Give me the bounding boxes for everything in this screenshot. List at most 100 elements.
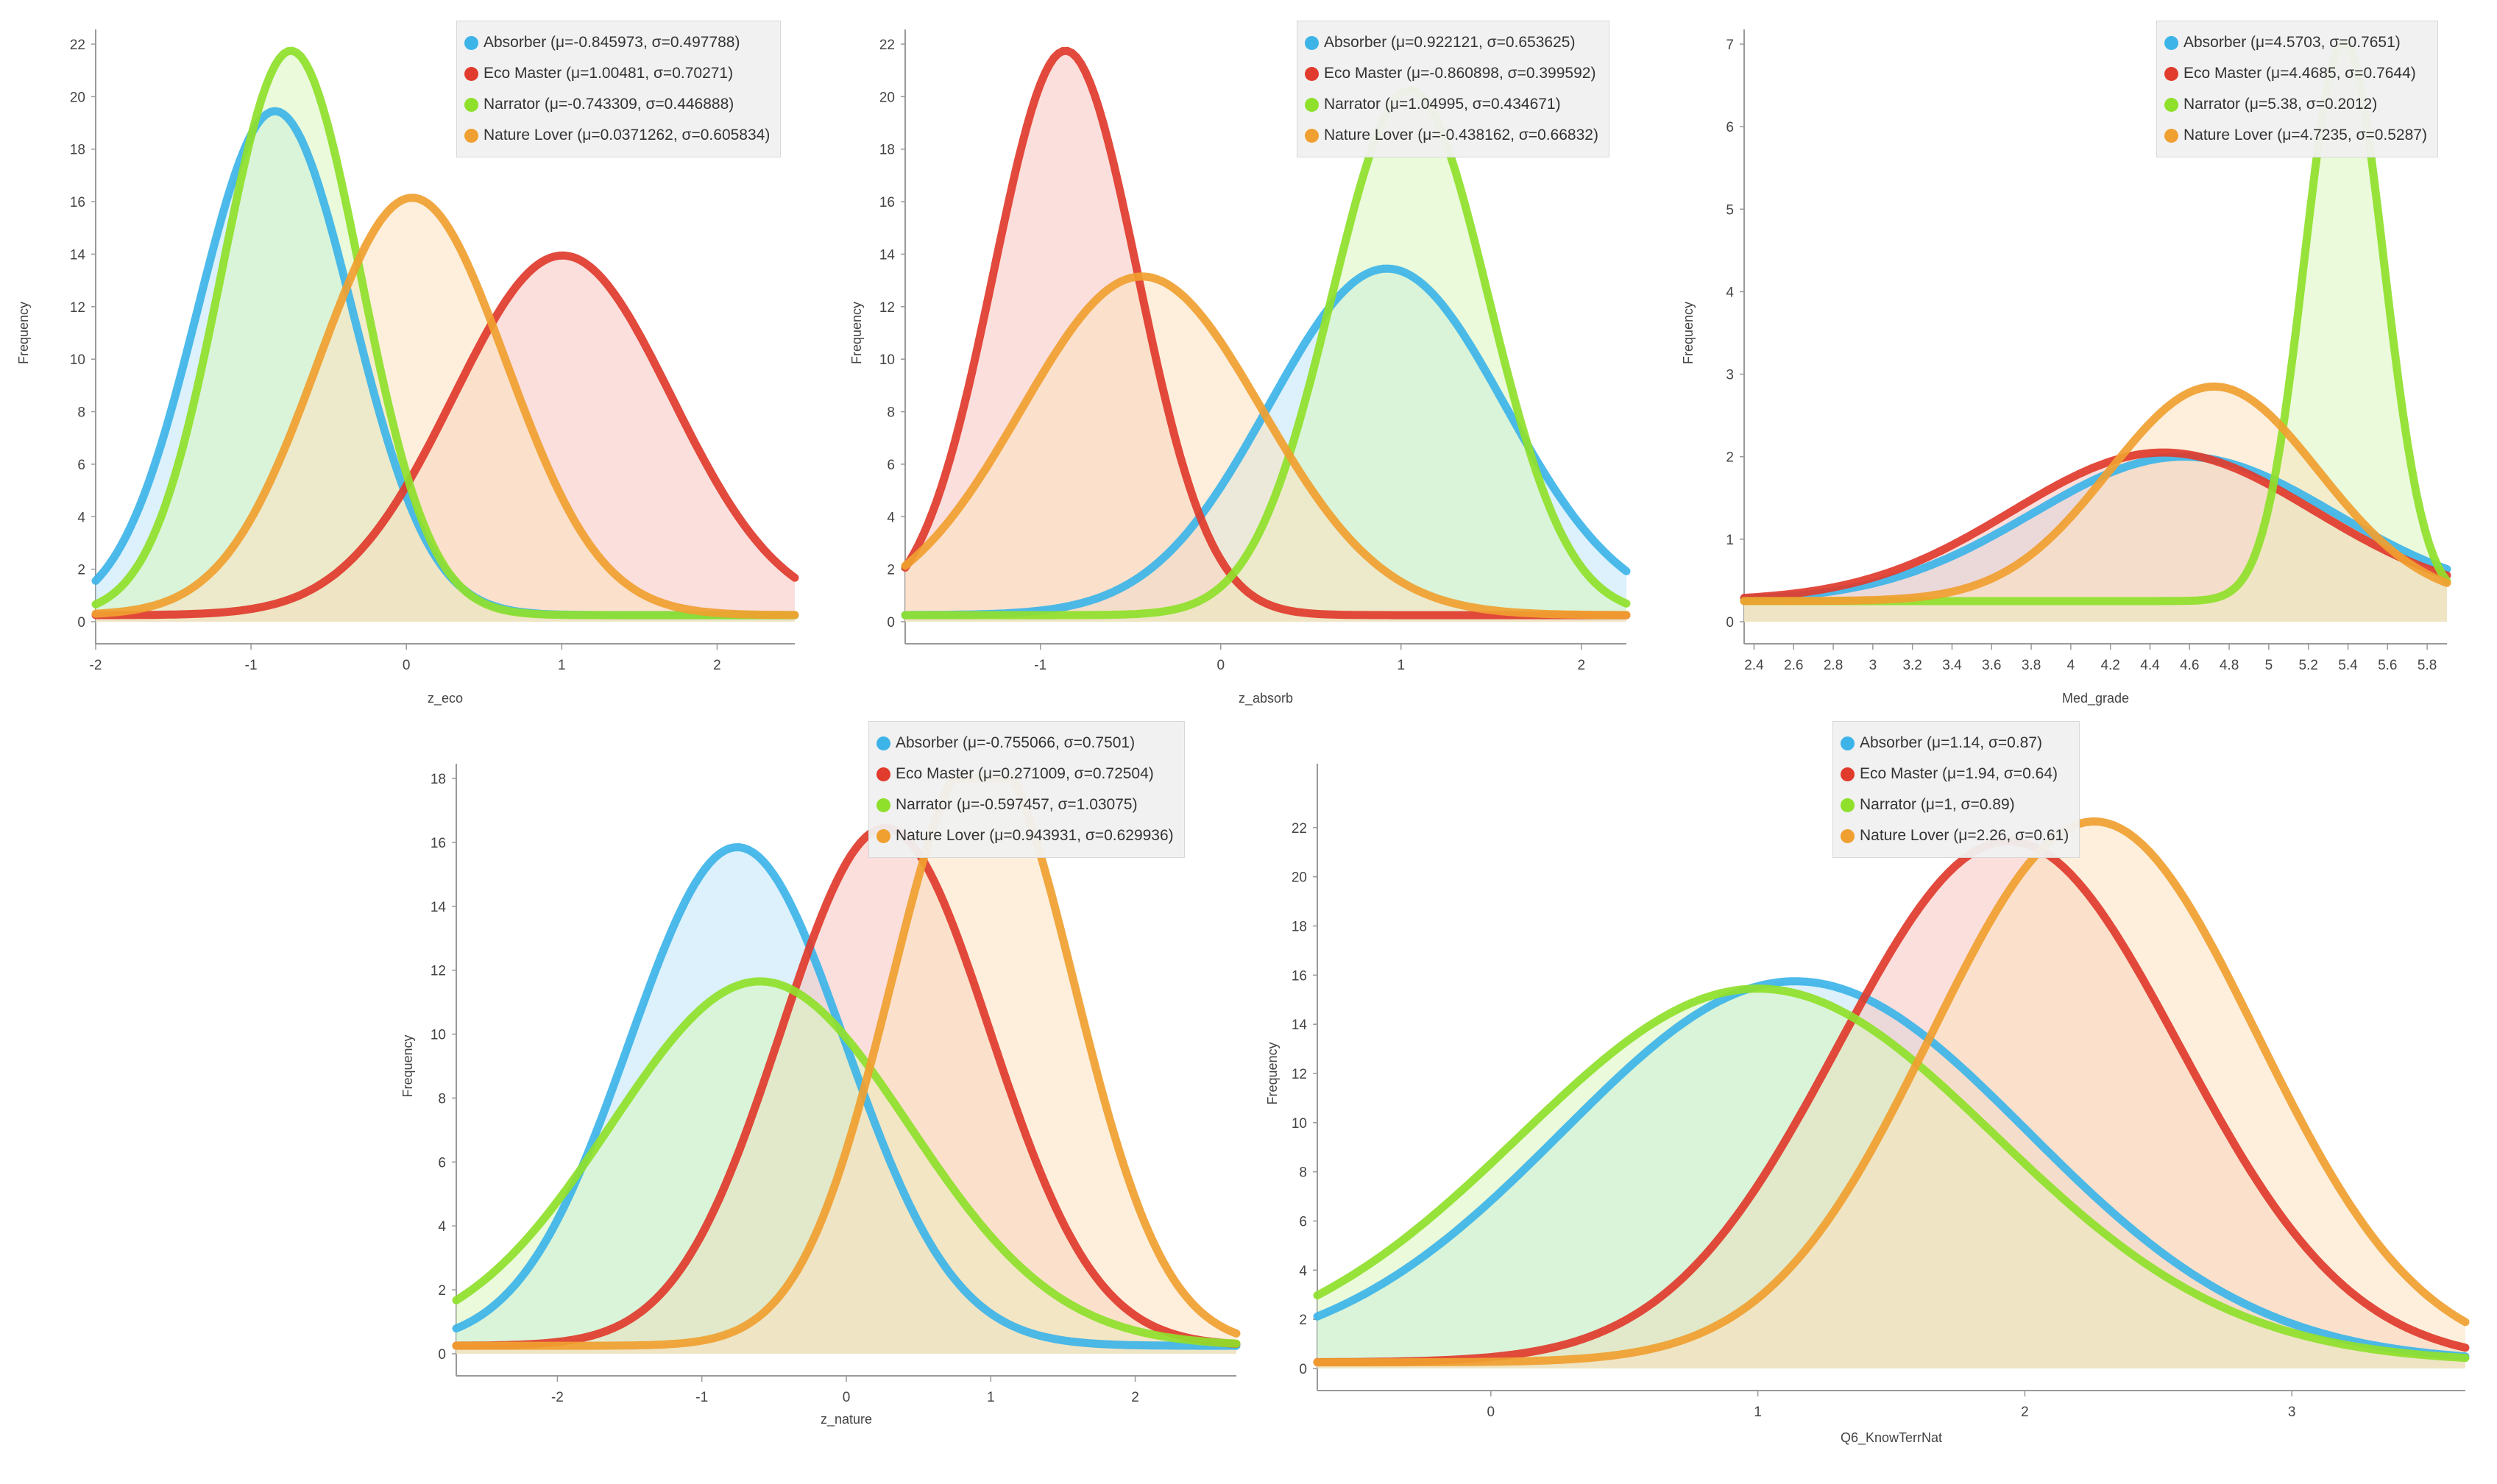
legend-item-eco-master: Eco Master (μ=0.271009, σ=0.72504) bbox=[876, 759, 1174, 789]
y-tick-label: 18 bbox=[1292, 920, 1307, 935]
series-line-narrator bbox=[901, 85, 1631, 619]
y-tick-label: 14 bbox=[431, 900, 447, 915]
chart-legend: Absorber (μ=-0.845973, σ=0.497788) Eco M… bbox=[456, 21, 782, 157]
x-tick-label: 4 bbox=[2067, 658, 2075, 673]
legend-label: Narrator (μ=-0.597457, σ=1.03075) bbox=[896, 796, 1138, 813]
x-tick-label: 3.2 bbox=[1902, 658, 1922, 673]
y-tick-label: 2 bbox=[887, 563, 895, 578]
legend-item-nature-lover: Nature Lover (μ=0.943931, σ=0.629936) bbox=[876, 820, 1174, 851]
x-tick-label: 4.8 bbox=[2220, 658, 2239, 673]
legend-item-narrator: Narrator (μ=1, σ=0.89) bbox=[1841, 789, 2069, 820]
y-axis-label: Frequency bbox=[1681, 302, 1696, 364]
x-tick-label: 5.8 bbox=[2418, 658, 2437, 673]
chart-panel-z-nature: 0 2 4 6 8 10 12 14 16 18 -2 -1 0 1 2 z_nature Frequency … bbox=[383, 706, 1258, 1484]
y-tick-label: 8 bbox=[1299, 1165, 1307, 1181]
y-tick-label: 1 bbox=[1726, 533, 1734, 548]
legend-label: Absorber (μ=-0.755066, σ=0.7501) bbox=[896, 734, 1136, 751]
y-tick-label: 22 bbox=[1292, 821, 1307, 837]
x-axis-label: Q6_KnowTerrNat bbox=[1841, 1430, 1942, 1446]
series-line-nature-lover bbox=[1740, 382, 2451, 606]
y-tick-label: 16 bbox=[70, 195, 85, 210]
y-tick-label: 18 bbox=[879, 143, 895, 158]
y-tick-label: 12 bbox=[879, 300, 895, 316]
legend-label: Narrator (μ=1, σ=0.89) bbox=[1860, 796, 2015, 813]
legend-item-absorber: Absorber (μ=-0.845973, σ=0.497788) bbox=[464, 27, 770, 58]
legend-label: Narrator (μ=5.38, σ=0.2012) bbox=[2183, 96, 2378, 113]
x-tick-label: 3.8 bbox=[2022, 658, 2041, 673]
y-tick-label: 8 bbox=[438, 1091, 446, 1107]
x-tick-label: 2.4 bbox=[1744, 658, 1764, 673]
y-tick-label: 4 bbox=[1726, 285, 1734, 300]
area-fill-nature-lover bbox=[905, 276, 1626, 622]
x-tick-label: -1 bbox=[1034, 658, 1046, 673]
x-tick-label: 1 bbox=[1397, 658, 1405, 673]
x-tick-label: -2 bbox=[551, 1390, 564, 1405]
y-tick-label: 3 bbox=[1726, 368, 1734, 383]
legend-swatch-narrator bbox=[1305, 97, 1319, 112]
series-line-eco-master bbox=[452, 823, 1241, 1350]
legend-swatch-absorber bbox=[2164, 35, 2178, 50]
legend-swatch-absorber bbox=[1305, 35, 1319, 50]
x-tick-label: 3 bbox=[1869, 658, 1877, 673]
legend-item-narrator: Narrator (μ=5.38, σ=0.2012) bbox=[2164, 89, 2427, 120]
x-tick-label: -1 bbox=[245, 658, 258, 673]
legend-label: Absorber (μ=-0.845973, σ=0.497788) bbox=[484, 34, 740, 51]
x-tick-label: 5.4 bbox=[2338, 658, 2358, 673]
y-tick-label: 6 bbox=[1726, 120, 1734, 135]
chart-panel-z-absorb: 0 2 4 6 8 10 12 14 16 18 20 22 -1 0 1 2 z_absorb Frequenc… bbox=[832, 0, 1671, 728]
legend-item-absorber: Absorber (μ=-0.755066, σ=0.7501) bbox=[876, 728, 1174, 759]
y-tick-label: 14 bbox=[879, 247, 896, 263]
legend-swatch-nature-lover bbox=[1305, 128, 1319, 143]
chart-legend: Absorber (μ=1.14, σ=0.87) Eco Master (μ=… bbox=[1832, 721, 2080, 858]
area-fill-nature-lover bbox=[456, 778, 1236, 1354]
x-tick-label: 5 bbox=[2265, 658, 2273, 673]
y-tick-label: 12 bbox=[431, 964, 446, 979]
y-tick-label: 20 bbox=[879, 90, 895, 105]
y-tick-label: 20 bbox=[1292, 870, 1307, 886]
y-tick-label: 7 bbox=[1726, 38, 1734, 53]
legend-item-nature-lover: Nature Lover (μ=4.7235, σ=0.5287) bbox=[2164, 120, 2427, 151]
y-tick-label: 12 bbox=[70, 300, 85, 316]
legend-label: Eco Master (μ=1.00481, σ=0.70271) bbox=[484, 65, 734, 82]
chart-panel-q6-knowterrnat: 0 2 4 6 8 10 12 14 16 18 20 22 0 1 2 3 Q6_KnowTerrNat Fre… bbox=[1258, 706, 2497, 1484]
y-tick-label: 10 bbox=[70, 352, 85, 368]
x-tick-label: 2 bbox=[713, 658, 721, 673]
y-tick-label: 0 bbox=[887, 615, 895, 631]
legend-label: Narrator (μ=-0.743309, σ=0.446888) bbox=[484, 96, 734, 113]
y-axis-label: Frequency bbox=[849, 302, 864, 364]
series-line-nature-lover bbox=[901, 272, 1631, 619]
y-tick-label: 0 bbox=[1726, 615, 1734, 631]
y-tick-label: 4 bbox=[438, 1219, 446, 1235]
chart-panel-med-grade: 0 1 2 3 4 5 6 7 2.4 2.6 2.8 3 3.2 3.4 3.6 3.8 4 4.2 4.4 4.6… bbox=[1671, 0, 2497, 728]
y-tick-label: 6 bbox=[77, 458, 85, 473]
x-tick-label: 3.4 bbox=[1942, 658, 1962, 673]
legend-item-eco-master: Eco Master (μ=1.94, σ=0.64) bbox=[1841, 759, 2069, 789]
legend-item-eco-master: Eco Master (μ=1.00481, σ=0.70271) bbox=[464, 58, 770, 89]
series-line-nature-lover bbox=[91, 194, 799, 619]
legend-item-eco-master: Eco Master (μ=4.4685, σ=0.7644) bbox=[2164, 58, 2427, 89]
chart-panel-z-eco: 0 2 4 6 8 10 12 14 16 18 20 22 -2 -1 0 1 2 z_eco Frequency… bbox=[0, 0, 832, 728]
x-tick-label: 2.6 bbox=[1784, 658, 1803, 673]
legend-item-eco-master: Eco Master (μ=-0.860898, σ=0.399592) bbox=[1305, 58, 1598, 89]
legend-swatch-narrator bbox=[876, 798, 890, 812]
y-tick-label: 8 bbox=[887, 405, 895, 421]
y-tick-label: 0 bbox=[1299, 1362, 1307, 1377]
x-axis-label: z_nature bbox=[821, 1412, 872, 1427]
legend-item-narrator: Narrator (μ=-0.597457, σ=1.03075) bbox=[876, 789, 1174, 820]
y-tick-label: 5 bbox=[1726, 202, 1734, 218]
chart-legend: Absorber (μ=4.5703, σ=0.7651) Eco Master… bbox=[2156, 21, 2438, 157]
legend-item-narrator: Narrator (μ=-0.743309, σ=0.446888) bbox=[464, 89, 770, 120]
chart-legend: Absorber (μ=0.922121, σ=0.653625) Eco Ma… bbox=[1297, 21, 1609, 157]
y-tick-label: 8 bbox=[77, 405, 85, 421]
series-line-eco-master bbox=[91, 251, 799, 619]
legend-swatch-narrator bbox=[2164, 97, 2178, 112]
area-fill-narrator bbox=[905, 90, 1626, 622]
y-axis-label: Frequency bbox=[16, 302, 31, 364]
legend-swatch-absorber bbox=[876, 736, 890, 750]
legend-swatch-nature-lover bbox=[2164, 128, 2178, 143]
y-tick-label: 14 bbox=[70, 247, 86, 263]
legend-item-nature-lover: Nature Lover (μ=0.0371262, σ=0.605834) bbox=[464, 120, 770, 151]
